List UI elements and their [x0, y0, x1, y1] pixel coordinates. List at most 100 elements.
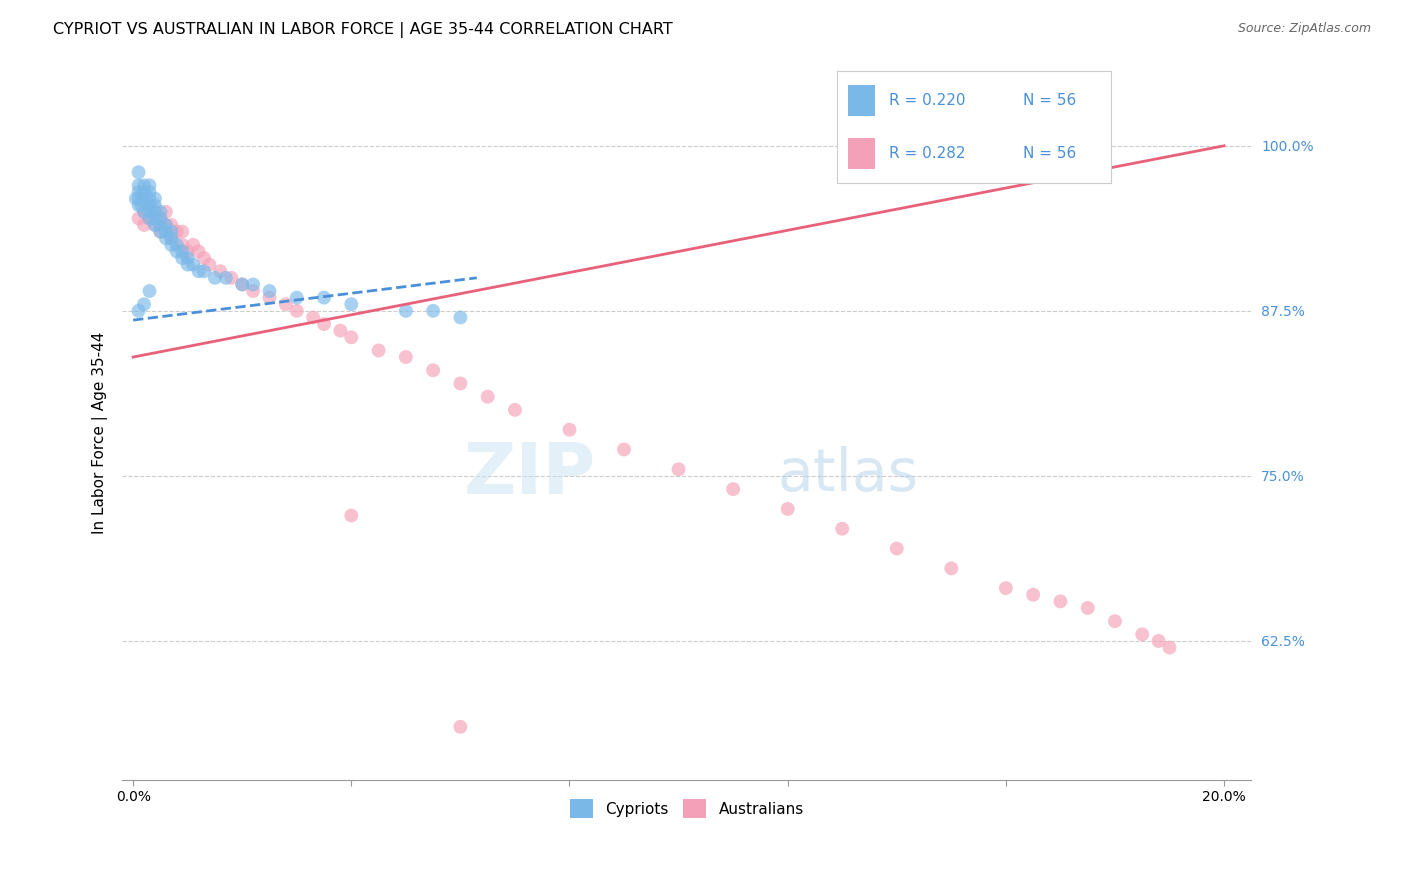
Point	[132, 297, 155, 311]
Point	[193, 264, 215, 278]
Point	[776, 502, 799, 516]
Point	[1104, 614, 1126, 628]
Point	[143, 192, 166, 206]
Point	[449, 310, 471, 325]
Point	[138, 211, 160, 226]
Point	[721, 482, 744, 496]
Point	[274, 297, 297, 311]
Point	[1159, 640, 1181, 655]
Point	[166, 244, 188, 259]
Point	[1077, 601, 1099, 615]
Point	[181, 258, 204, 272]
Point	[302, 310, 325, 325]
Point	[166, 237, 188, 252]
Point	[395, 350, 418, 364]
Point	[668, 462, 690, 476]
Text: Source: ZipAtlas.com: Source: ZipAtlas.com	[1237, 22, 1371, 36]
Point	[138, 192, 160, 206]
Point	[149, 225, 172, 239]
Point	[1147, 634, 1170, 648]
Point	[259, 291, 281, 305]
Point	[132, 218, 155, 232]
Point	[128, 178, 150, 193]
Point	[1022, 588, 1045, 602]
Point	[1130, 627, 1153, 641]
Point	[204, 270, 226, 285]
Point	[422, 363, 444, 377]
Point	[172, 244, 194, 259]
Point	[155, 231, 177, 245]
Point	[187, 244, 209, 259]
Point	[155, 204, 177, 219]
Point	[259, 284, 281, 298]
Point	[131, 198, 153, 212]
Point	[138, 185, 160, 199]
Point	[1049, 594, 1071, 608]
Point	[143, 204, 166, 219]
Point	[160, 231, 183, 245]
Point	[172, 225, 194, 239]
Point	[125, 192, 148, 206]
Point	[231, 277, 253, 292]
Text: R = 0.220: R = 0.220	[889, 93, 965, 108]
Point	[138, 178, 160, 193]
Point	[132, 192, 155, 206]
Point	[132, 204, 155, 219]
Point	[149, 211, 172, 226]
Text: CYPRIOT VS AUSTRALIAN IN LABOR FORCE | AGE 35-44 CORRELATION CHART: CYPRIOT VS AUSTRALIAN IN LABOR FORCE | A…	[53, 22, 673, 38]
Point	[132, 185, 155, 199]
Y-axis label: In Labor Force | Age 35-44: In Labor Force | Age 35-44	[93, 332, 108, 534]
Point	[160, 218, 183, 232]
Point	[172, 237, 194, 252]
Point	[149, 225, 172, 239]
Point	[160, 237, 183, 252]
Point	[941, 561, 963, 575]
Point	[160, 225, 183, 239]
Point	[242, 277, 264, 292]
Point	[558, 423, 581, 437]
Point	[132, 178, 155, 193]
Point	[149, 204, 172, 219]
Point	[181, 237, 204, 252]
Point	[128, 198, 150, 212]
Point	[831, 522, 853, 536]
Point	[128, 303, 150, 318]
Point	[285, 303, 308, 318]
Point	[231, 277, 253, 292]
Point	[340, 330, 363, 344]
Point	[994, 581, 1017, 595]
Point	[128, 192, 150, 206]
Point	[138, 211, 160, 226]
Point	[209, 264, 232, 278]
Point	[285, 291, 308, 305]
Point	[143, 198, 166, 212]
Point	[613, 442, 636, 457]
Point	[128, 165, 150, 179]
FancyBboxPatch shape	[848, 138, 875, 169]
Point	[242, 284, 264, 298]
Text: atlas: atlas	[778, 446, 918, 503]
Point	[312, 291, 335, 305]
Point	[149, 211, 172, 226]
Point	[143, 211, 166, 226]
Point	[128, 211, 150, 226]
Point	[312, 317, 335, 331]
Point	[138, 198, 160, 212]
Point	[176, 251, 198, 265]
Point	[143, 204, 166, 219]
Point	[160, 231, 183, 245]
Point	[477, 390, 499, 404]
Point	[367, 343, 389, 358]
Point	[449, 720, 471, 734]
Point	[132, 204, 155, 219]
Point	[176, 244, 198, 259]
Point	[340, 297, 363, 311]
Point	[138, 198, 160, 212]
Text: N = 56: N = 56	[1024, 93, 1076, 108]
Point	[132, 192, 155, 206]
Point	[138, 284, 160, 298]
Text: R = 0.282: R = 0.282	[889, 146, 965, 161]
Point	[176, 258, 198, 272]
Point	[187, 264, 209, 278]
Point	[395, 303, 418, 318]
